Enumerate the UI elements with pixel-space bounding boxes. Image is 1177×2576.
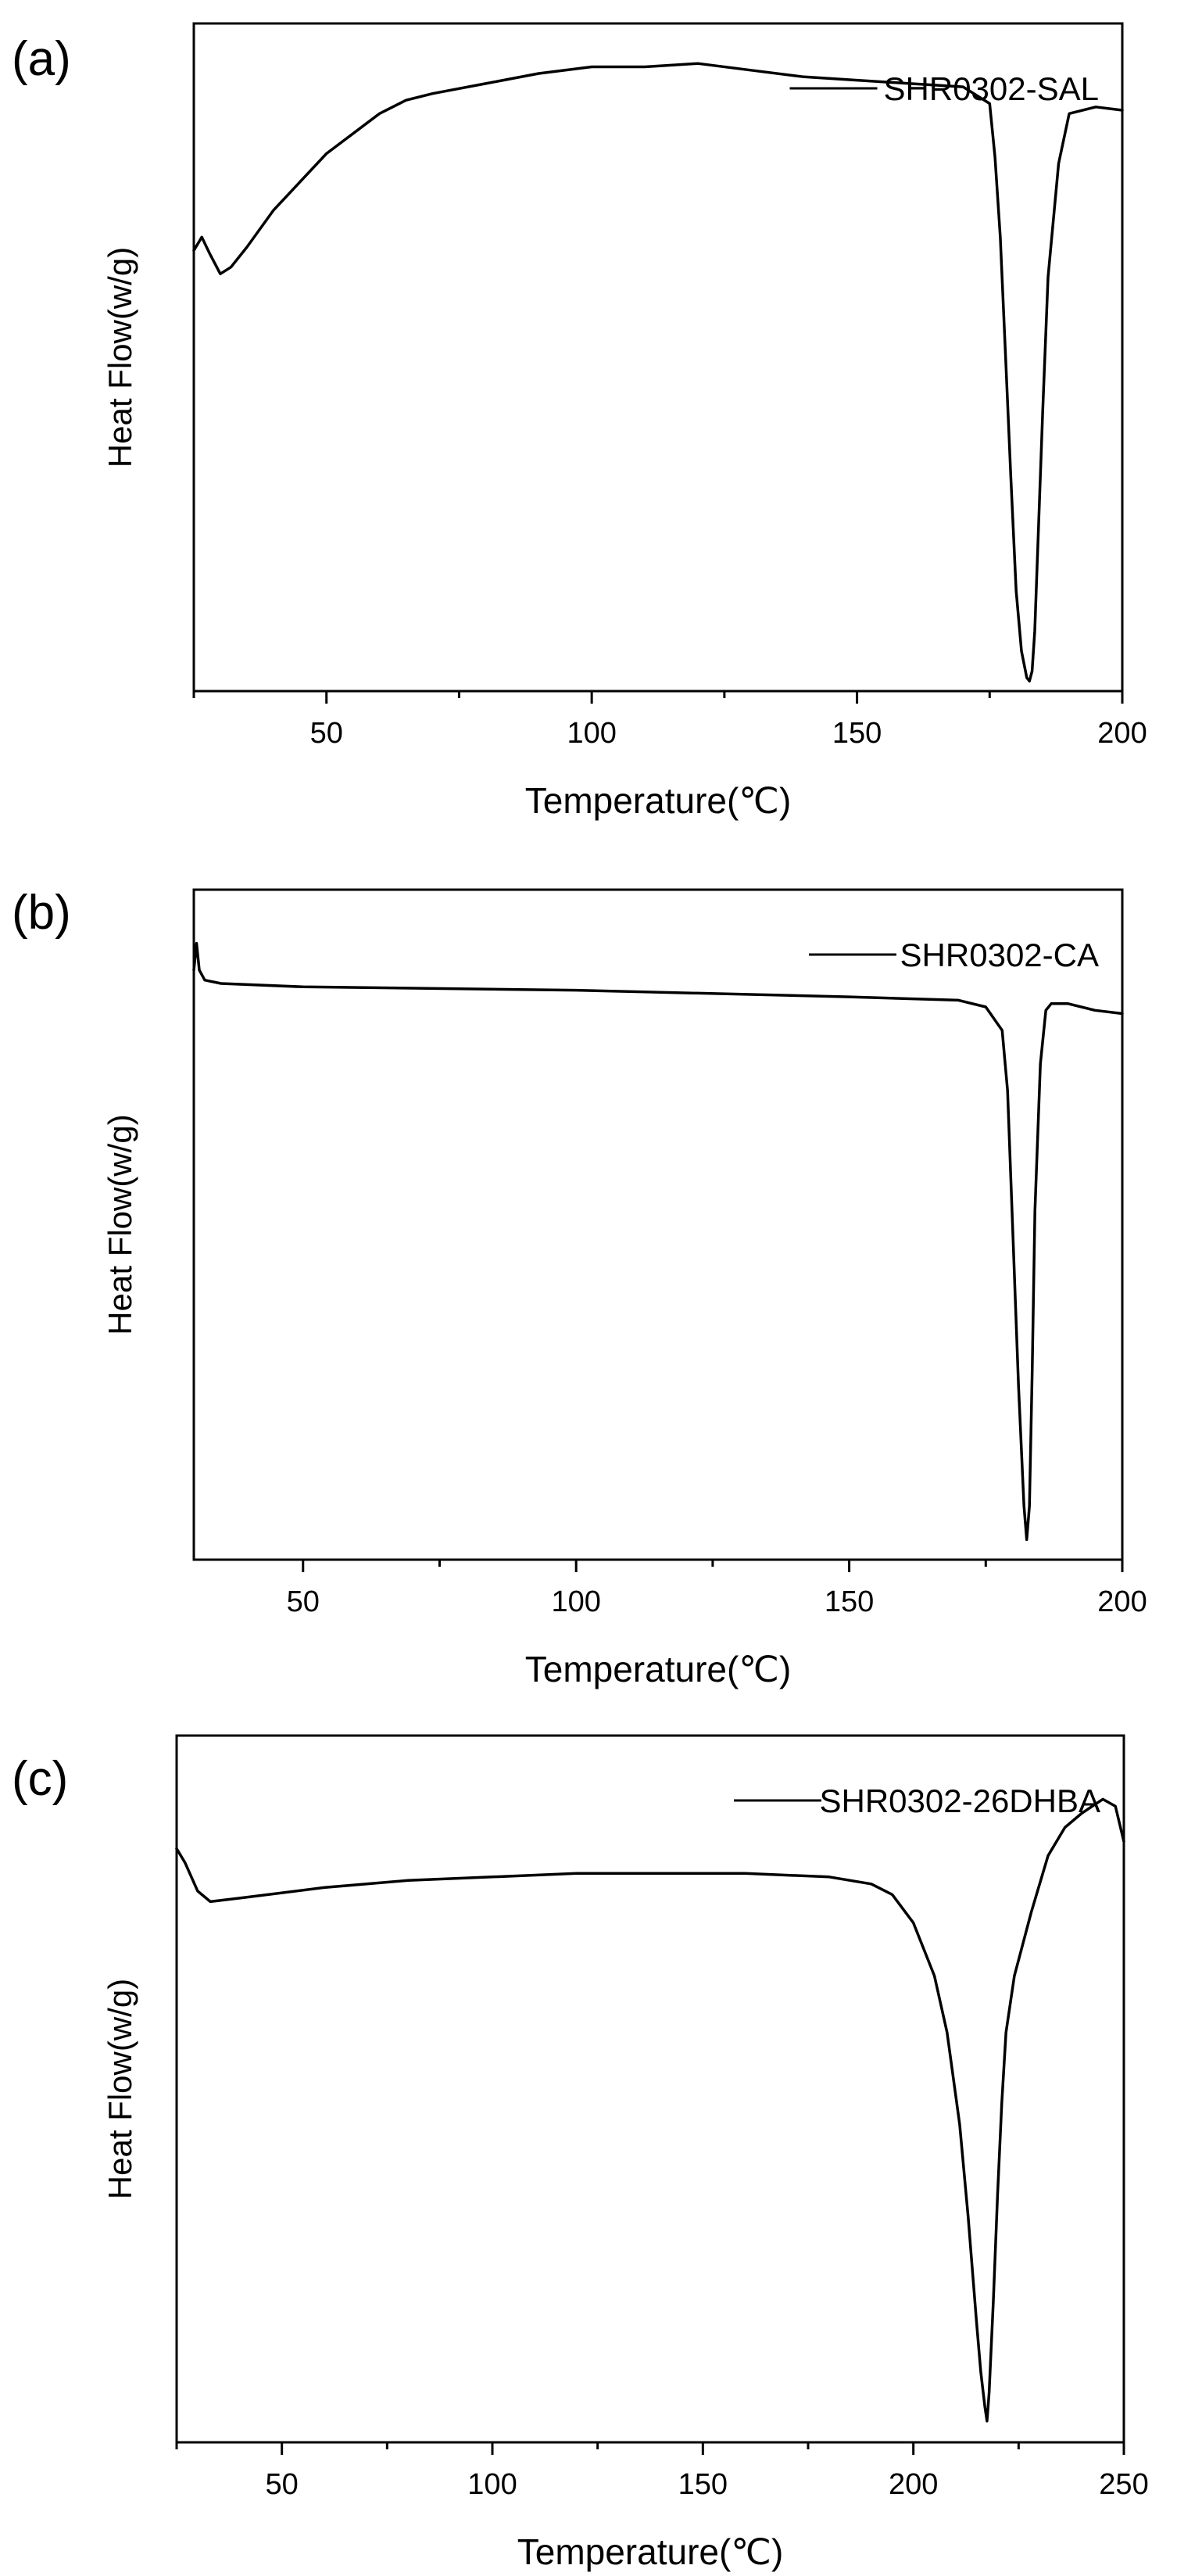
dsc-chart-b: 50 100 150 200 Temperature(℃) Heat Flow(w/g) S… bbox=[102, 888, 1147, 1689]
x-tick-label: 200 bbox=[1097, 717, 1147, 750]
series-line bbox=[192, 941, 1124, 1542]
x-axis-label: Temperature(℃) bbox=[525, 780, 792, 821]
x-tick-label: 150 bbox=[678, 2468, 728, 2501]
legend-label: SHR0302-CA bbox=[900, 937, 1099, 973]
panel-letter: (b) bbox=[12, 886, 71, 940]
x-tick-label: 200 bbox=[1097, 1585, 1147, 1618]
legend-label: SHR0302-26DHBA bbox=[819, 1782, 1100, 1819]
x-tick-label: 150 bbox=[832, 717, 882, 750]
y-axis-label: Heat Flow(w/g) bbox=[102, 1979, 138, 2199]
panel-a: (a) 50 100 150 200 Temperature(℃) Heat Flow(w… bbox=[0, 0, 1177, 852]
panel-c: (c) 50 100 150 200 250 Temperature(℃) Heat Flo… bbox=[0, 1704, 1177, 2576]
x-axis-label: Temperature(℃) bbox=[517, 2531, 784, 2572]
x-tick-label: 50 bbox=[310, 717, 343, 750]
x-tick-label: 100 bbox=[551, 1585, 600, 1618]
panel-b: (b) 50 100 150 200 Temperature(℃) Heat Flow(w… bbox=[0, 852, 1177, 1704]
series-line bbox=[192, 62, 1124, 683]
x-tick-label: 50 bbox=[266, 2468, 299, 2501]
x-axis-label: Temperature(℃) bbox=[525, 1649, 792, 1689]
dsc-chart-c: 50 100 150 200 250 Temperature(℃) Heat Flow(w/… bbox=[102, 1734, 1149, 2572]
x-tick-label: 50 bbox=[287, 1585, 320, 1618]
panel-letter: (c) bbox=[12, 1752, 69, 1806]
x-tick-label: 100 bbox=[567, 717, 616, 750]
plot-frame bbox=[192, 888, 1124, 1561]
legend-label: SHR0302-SAL bbox=[884, 70, 1099, 107]
x-tick-label: 250 bbox=[1099, 2468, 1148, 2501]
series-line bbox=[175, 1797, 1125, 2423]
dsc-chart-a: 50 100 150 200 Temperature(℃) Heat Flow(w/g) S… bbox=[102, 22, 1147, 821]
panel-letter: (a) bbox=[12, 32, 71, 86]
y-axis-label: Heat Flow(w/g) bbox=[102, 247, 138, 468]
x-tick-label: 150 bbox=[825, 1585, 874, 1618]
x-tick-label: 100 bbox=[467, 2468, 517, 2501]
x-tick-label: 200 bbox=[889, 2468, 938, 2501]
plot-frame bbox=[175, 1734, 1125, 2444]
y-axis-label: Heat Flow(w/g) bbox=[102, 1114, 138, 1335]
plot-frame bbox=[192, 22, 1124, 693]
